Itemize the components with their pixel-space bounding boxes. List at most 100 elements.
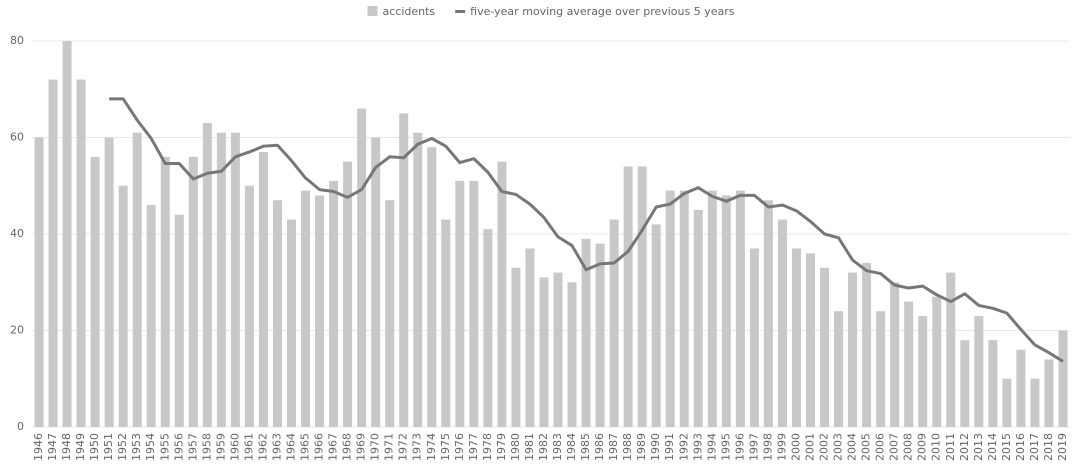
x-tick-label: 1989 xyxy=(635,433,648,461)
x-tick-label: 1974 xyxy=(425,433,438,461)
bar xyxy=(469,180,479,427)
x-tick-label: 2001 xyxy=(804,433,817,461)
x-tick-label: 1970 xyxy=(369,433,382,461)
x-tick-label: 2011 xyxy=(944,433,957,461)
bar xyxy=(581,238,591,427)
x-tick-label: 1982 xyxy=(537,433,550,461)
x-tick-label: 1972 xyxy=(397,433,410,461)
x-tick-label: 2005 xyxy=(860,433,873,461)
x-tick-label: 1966 xyxy=(313,433,326,461)
x-tick-label: 1951 xyxy=(102,433,115,461)
bar xyxy=(90,156,100,428)
bar xyxy=(918,316,928,427)
bar xyxy=(1058,330,1068,427)
x-tick-label: 1976 xyxy=(453,433,466,461)
bar xyxy=(202,123,212,428)
bar xyxy=(174,214,184,427)
bar xyxy=(834,311,844,427)
bar xyxy=(890,282,900,427)
bar xyxy=(118,185,128,427)
bar xyxy=(329,180,339,427)
x-tick-label: 2017 xyxy=(1028,433,1041,461)
x-tick-label: 1995 xyxy=(719,433,732,461)
bar xyxy=(104,137,114,427)
legend-label: accidents xyxy=(383,5,436,18)
bar xyxy=(820,267,830,427)
x-tick-label: 1949 xyxy=(74,433,87,461)
bar xyxy=(651,224,661,427)
y-tick-label: 60 xyxy=(10,131,24,144)
bar xyxy=(665,190,675,427)
bar xyxy=(623,166,633,427)
bar xyxy=(343,161,353,427)
bar xyxy=(427,147,437,427)
x-tick-label: 1978 xyxy=(481,433,494,461)
x-tick-label: 2004 xyxy=(846,433,859,461)
x-tick-label: 2018 xyxy=(1042,433,1055,461)
bar xyxy=(763,200,773,427)
bar xyxy=(862,262,872,427)
bar xyxy=(988,340,998,427)
x-tick-label: 1990 xyxy=(649,433,662,461)
bar xyxy=(413,132,423,428)
bar xyxy=(371,137,381,427)
x-tick-label: 1962 xyxy=(256,433,269,461)
legend-swatch xyxy=(367,6,378,16)
x-tick-label: 2013 xyxy=(972,433,985,461)
bar xyxy=(244,185,254,427)
legend: accidents five-year moving average over p… xyxy=(367,5,735,18)
bar xyxy=(1002,378,1012,427)
x-tick-label: 1955 xyxy=(158,433,171,461)
x-tick-label: 2015 xyxy=(1000,433,1013,461)
bar xyxy=(146,205,156,427)
x-tick-label: 1996 xyxy=(733,433,746,461)
bar xyxy=(160,156,170,428)
x-tick-label: 1975 xyxy=(439,433,452,461)
bar xyxy=(216,132,226,428)
x-tick-label: 1958 xyxy=(200,433,213,461)
x-tick-label: 1985 xyxy=(579,433,592,461)
x-tick-label: 1965 xyxy=(299,433,312,461)
y-tick-label: 0 xyxy=(17,420,24,433)
bar xyxy=(1016,349,1026,427)
x-tick-label: 2000 xyxy=(789,433,802,461)
bar xyxy=(230,132,240,428)
x-tick-label: 1983 xyxy=(551,433,564,461)
x-tick-label: 1969 xyxy=(355,433,368,461)
x-tick-label: 2008 xyxy=(902,433,915,461)
bar xyxy=(497,161,507,427)
bar xyxy=(609,219,619,427)
bar xyxy=(876,311,886,427)
x-tick-label: 1963 xyxy=(270,433,283,461)
bar xyxy=(735,190,745,427)
x-tick-label: 1993 xyxy=(691,433,704,461)
x-tick-label: 1981 xyxy=(523,433,536,461)
x-tick-label: 1992 xyxy=(677,433,690,461)
x-tick-label: 1984 xyxy=(565,433,578,461)
x-tick-label: 1977 xyxy=(467,433,480,461)
bar xyxy=(777,219,787,427)
x-tick-label: 1991 xyxy=(663,433,676,461)
moving-average-line xyxy=(109,97,1064,363)
bar xyxy=(258,151,268,427)
y-tick-label: 20 xyxy=(10,324,24,337)
x-tick-label: 1986 xyxy=(593,433,606,461)
bar xyxy=(539,277,549,427)
x-tick-label: 1948 xyxy=(60,433,73,461)
bar xyxy=(637,166,647,427)
x-tick-label: 1998 xyxy=(761,433,774,461)
bar xyxy=(315,195,325,427)
bar xyxy=(721,195,731,427)
bar xyxy=(525,248,535,427)
x-tick-label: 2007 xyxy=(888,433,901,461)
x-tick-label: 1954 xyxy=(144,433,157,461)
bar xyxy=(960,340,970,427)
bar xyxy=(76,79,86,427)
x-tick-label: 1960 xyxy=(228,433,241,461)
bar xyxy=(707,190,717,427)
bar xyxy=(483,229,493,427)
x-tick-label: 1947 xyxy=(46,433,59,461)
bar xyxy=(357,108,367,428)
y-tick-label: 80 xyxy=(10,34,24,47)
